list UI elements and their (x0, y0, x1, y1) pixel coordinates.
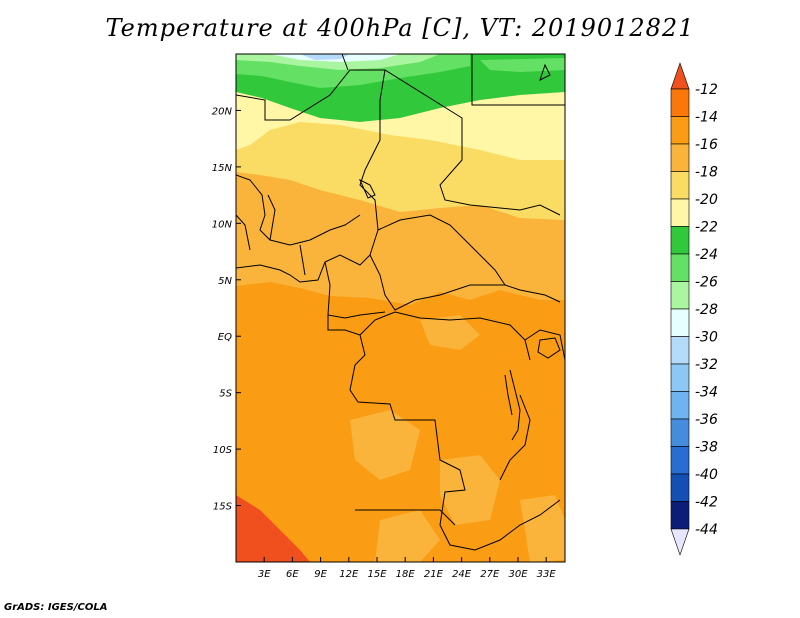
lat-tick-label: 5N (218, 276, 232, 287)
lon-tick-label: 15E (367, 569, 387, 580)
colorbar-label: -16 (695, 137, 718, 153)
colorbar-label: -32 (695, 357, 718, 373)
colorbar-swatch (670, 171, 690, 200)
colorbar-swatch (670, 446, 690, 475)
lon-tick-label: 3E (258, 569, 271, 580)
longitude-axis: 3E 6E 9E 12E 15E 18E 21E 24E 27E 30E 33E (258, 557, 557, 580)
colorbar-label: -14 (695, 110, 718, 126)
colorbar-label: -12 (695, 82, 718, 98)
colorbar-swatch (670, 116, 690, 145)
lon-tick-label: 9E (314, 569, 327, 580)
lat-tick-label: 5S (219, 389, 232, 400)
colorbar: -12 -14 -16 -18 -20 -22 -24 -26 -28 -30 -32 -34 -36 -… (670, 62, 718, 556)
colorbar-swatch (670, 253, 690, 282)
colorbar-label: -28 (695, 302, 718, 318)
colorbar-label: -40 (695, 467, 718, 483)
colorbar-swatch (670, 473, 690, 502)
lon-tick-label: 12E (339, 569, 359, 580)
colorbar-label: -36 (695, 412, 718, 428)
country-borders (236, 54, 565, 551)
colorbar-label: -26 (695, 275, 718, 291)
temperature-field (236, 54, 565, 562)
lon-tick-label: 18E (396, 569, 416, 580)
colorbar-swatch (670, 226, 690, 255)
map-frame (235, 53, 566, 563)
lon-tick-label: 21E (424, 569, 444, 580)
colorbar-label: -34 (695, 385, 718, 401)
colorbar-swatch (670, 391, 690, 420)
colorbar-swatch (670, 281, 690, 310)
colorbar-label: -20 (695, 192, 718, 208)
lon-tick-label: 24E (452, 569, 472, 580)
colorbar-swatch (670, 62, 690, 90)
colorbar-label: -24 (695, 247, 718, 263)
lon-tick-label: 6E (286, 569, 299, 580)
colorbar-swatch (670, 143, 690, 172)
lon-tick-label: 27E (480, 569, 500, 580)
map-title: Temperature at 400hPa [C], VT: 201901282… (105, 14, 695, 42)
colorbar-label: -30 (695, 330, 718, 346)
colorbar-label: -44 (695, 522, 718, 538)
lat-tick-label: 15N (212, 163, 233, 174)
colorbar-label: -42 (695, 495, 718, 511)
colorbar-swatch (670, 198, 690, 227)
grads-credit: GrADS: IGES/COLA (4, 602, 108, 613)
lat-tick-label: EQ (218, 332, 232, 343)
colorbar-label: -18 (695, 165, 718, 181)
colorbar-swatch (670, 418, 690, 447)
colorbar-swatch (670, 88, 690, 117)
colorbar-swatch (670, 308, 690, 337)
colorbar-swatch (670, 363, 690, 392)
colorbar-label: -38 (695, 440, 718, 456)
colorbar-label: -22 (695, 220, 718, 236)
lat-tick-label: 10N (212, 219, 233, 230)
latitude-axis: 20N 15N 10N 5N EQ 5S 10S 15S (212, 106, 241, 513)
colorbar-swatch (670, 528, 690, 556)
colorbar-swatch (670, 501, 690, 530)
colorbar-swatch (670, 336, 690, 365)
lat-tick-label: 15S (213, 502, 233, 513)
lon-tick-label: 33E (537, 569, 557, 580)
lat-tick-label: 20N (212, 106, 233, 117)
lat-tick-label: 10S (213, 445, 233, 456)
lakes (358, 63, 561, 441)
lon-tick-label: 30E (508, 569, 528, 580)
